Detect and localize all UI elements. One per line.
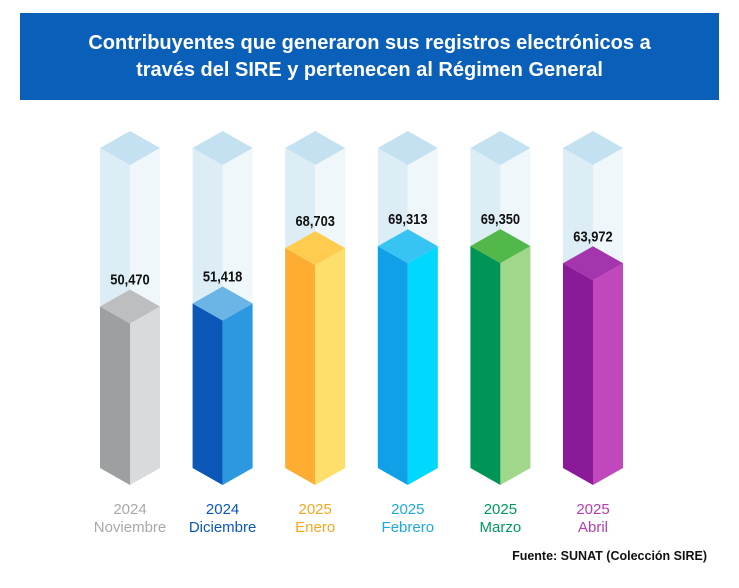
- category-year-label: 2025: [484, 501, 517, 518]
- category-month-label: Diciembre: [189, 519, 257, 536]
- bar-side: [315, 248, 346, 485]
- ghost-column-top: [377, 131, 438, 165]
- ghost-column-top: [470, 131, 531, 165]
- category-year-label: 2024: [113, 501, 146, 518]
- ghost-column-top: [285, 131, 346, 165]
- value-label: 63,972: [573, 227, 613, 244]
- value-label: 69,313: [388, 210, 428, 227]
- bar-top: [563, 246, 623, 281]
- category-year-label: 2025: [576, 501, 609, 518]
- category-month-label: Noviembre: [94, 519, 167, 536]
- bar-side: [222, 303, 253, 485]
- bar-side: [593, 263, 623, 485]
- category-year-label: 2025: [391, 501, 424, 518]
- bar-front: [377, 246, 408, 485]
- bar-top: [377, 229, 438, 264]
- value-label: 69,350: [481, 210, 521, 227]
- value-label: 50,470: [110, 271, 150, 288]
- value-label: 68,703: [295, 212, 335, 229]
- bar-front: [470, 246, 501, 485]
- ghost-column-top: [192, 131, 253, 165]
- bar-top: [100, 289, 160, 324]
- bar-top: [192, 286, 253, 321]
- chart-title: Contribuyentes que generaron sus registr…: [88, 31, 651, 81]
- bar-top: [470, 229, 531, 264]
- bar-side: [500, 246, 531, 485]
- bar-front: [285, 248, 316, 485]
- value-label: 51,418: [203, 268, 243, 285]
- ghost-column-top: [563, 131, 623, 165]
- title-banner: Contribuyentes que generaron sus registr…: [20, 13, 719, 100]
- bar-front: [100, 306, 130, 485]
- bar-side: [130, 306, 160, 485]
- category-month-label: Enero: [295, 519, 335, 536]
- category-month-label: Febrero: [382, 519, 435, 536]
- ghost-column-top: [100, 131, 160, 165]
- bar-top: [285, 231, 346, 266]
- category-month-label: Marzo: [480, 519, 522, 536]
- bar-front: [563, 263, 593, 485]
- category-year-label: 2025: [299, 501, 332, 518]
- bar-front: [192, 303, 223, 485]
- category-year-label: 2024: [206, 501, 239, 518]
- bar-side: [407, 246, 438, 485]
- category-month-label: Abril: [578, 519, 608, 536]
- source-note: Fuente: SUNAT (Colección SIRE): [512, 549, 707, 563]
